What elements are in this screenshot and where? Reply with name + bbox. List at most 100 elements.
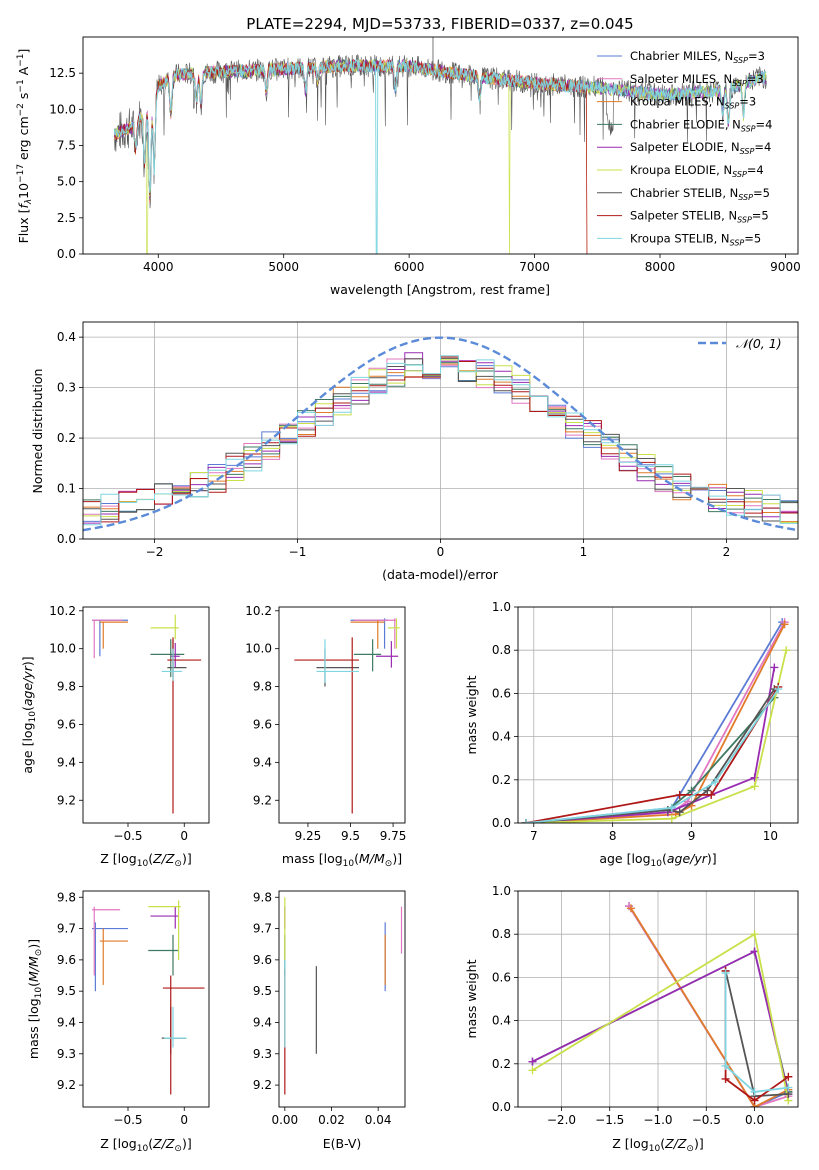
age-vs-mass-axes: 9.25 9.5 9.75 9.2 9.4 9.6 9.8 10.0 10.2 <box>245 604 406 843</box>
y-tick-label: 9.4 <box>57 1015 76 1029</box>
point-marker <box>721 1061 730 1070</box>
label-part: ] <box>16 49 31 54</box>
legend-label: Kroupa STELIB, NSSP=5 <box>630 231 761 247</box>
point-marker <box>675 790 684 799</box>
label-part: =5 <box>752 209 769 223</box>
label-part: ( <box>354 851 359 866</box>
y-tick-label: 0.4 <box>492 1014 511 1028</box>
label-part: 10 <box>16 183 31 199</box>
y-tick-label: 0.2 <box>492 1057 511 1071</box>
x-tick-label: 8 <box>609 829 617 843</box>
mass-vs-Z-ylabel: mass [log10(M/M⊙)] <box>26 939 44 1059</box>
spectrum-model-salpeter-stelib <box>114 59 588 254</box>
label-part: )] <box>20 656 35 666</box>
label-part: A <box>16 66 31 79</box>
legend-label: Salpeter MILES, NSSP=3 <box>630 72 764 88</box>
y-tick-label: 0.6 <box>492 686 511 700</box>
series-salpeter-stelib <box>525 686 780 823</box>
y-tick-label: 0.0 <box>57 532 76 546</box>
spectrum-data-line <box>114 53 767 209</box>
legend-label: Chabrier MILES, NSSP=3 <box>630 49 765 65</box>
x-tick-label: 7000 <box>519 260 550 274</box>
y-tick-label: 9.2 <box>57 793 76 807</box>
y-tick-label: 0.0 <box>57 247 76 261</box>
legend-label: Salpeter STELIB, NSSP=5 <box>630 209 769 225</box>
x-tick-label: 10 <box>763 829 778 843</box>
series-kroupa-stelib <box>724 973 789 1093</box>
label-part: M/M <box>359 851 385 866</box>
label-part: ( <box>662 851 667 866</box>
label-part: Z [log <box>612 1136 648 1151</box>
point-marker <box>711 777 720 786</box>
legend-label: Chabrier ELODIE, NSSP=4 <box>630 117 772 133</box>
x-tick-label: 0 <box>180 829 188 843</box>
label-part: −1 <box>16 53 26 66</box>
age-vs-Z-xlabel: Z [log10(Z/Z⊙)] <box>100 851 191 869</box>
x-tick-label: 6000 <box>394 260 425 274</box>
spectrum-model-kroupa-stelib <box>113 58 767 254</box>
x-tick-label: 1 <box>580 545 588 559</box>
point-marker <box>521 819 530 823</box>
point-marker <box>784 1083 793 1092</box>
weight-vs-Z-xlabel: Z [log10(Z/Z⊙)] <box>612 1136 703 1154</box>
mass-vs-EBV-axes: 0.00 0.02 0.04 9.2 9.3 9.4 9.5 9.6 9.7 9.8 <box>253 890 406 1127</box>
x-tick-label: 7 <box>530 829 538 843</box>
y-tick-label: 0.8 <box>492 643 511 657</box>
label-part: ⊙ <box>34 949 44 957</box>
label-part: SSP <box>725 102 740 111</box>
weight-vs-Z-frame: −2.0 −1.5 −1.0 −0.5 0.0 0.0 0.2 0.4 0.6 0.8 1.0 <box>492 884 799 1127</box>
x-tick-label: 9000 <box>770 260 801 274</box>
axes-border <box>82 606 210 824</box>
point-marker <box>687 786 696 795</box>
point-marker <box>750 930 759 939</box>
spectrum-axes: 4000 5000 6000 7000 8000 9000 0.0 2.5 5.0 7.5 10.0… <box>49 36 801 274</box>
y-tick-label: 0.8 <box>492 927 511 941</box>
label-part: 10 <box>34 987 44 999</box>
label-part: SSP <box>732 79 747 88</box>
label-part: =4 <box>756 117 773 131</box>
point-marker <box>528 1066 537 1075</box>
label-part: Z [log <box>100 851 136 866</box>
x-tick-label: 0.02 <box>318 1113 345 1127</box>
series-chabrier-miles <box>525 621 783 823</box>
residuals-ylabel: Normed distribution <box>30 369 45 494</box>
label-part: λ <box>24 199 34 205</box>
weight-vs-age-frame: 7 8 9 10 0.0 0.2 0.4 0.6 0.8 1.0 <box>492 600 799 843</box>
label-part: 10 <box>137 1144 149 1154</box>
y-tick-label: 9.6 <box>57 717 76 731</box>
label-part: )] <box>26 939 41 949</box>
axes-border <box>82 890 210 1108</box>
label-part: 10 <box>649 1144 661 1154</box>
y-tick-label: 0.0 <box>492 816 511 830</box>
label-part: 10 <box>651 859 663 869</box>
point-marker <box>703 786 712 795</box>
series-kroupa-stelib <box>525 688 780 823</box>
residuals-frame: −2 −1 0 1 2 0.0 0.1 0.2 0.3 0.4 𝒩(0, 1) <box>57 321 799 559</box>
spectrum-ylabel: Flux [fλ10−17 erg cm−2 s−1 A−1] <box>16 49 34 244</box>
axes-border <box>278 606 406 824</box>
x-tick-label: −0.5 <box>113 1113 142 1127</box>
series-chabrier-stelib <box>724 970 789 1098</box>
series-kroupa-miles <box>525 623 786 823</box>
y-tick-label: 1.0 <box>492 884 511 898</box>
label-part: Z/Z <box>152 1136 175 1151</box>
label-part: SSP <box>737 216 752 225</box>
point-marker <box>721 969 730 978</box>
point-marker <box>782 646 791 655</box>
label-part: Flux [ <box>16 209 31 244</box>
point-marker <box>750 782 759 791</box>
label-part: =3 <box>747 72 764 86</box>
label-part: )] <box>182 851 192 866</box>
axes-border <box>278 890 406 1108</box>
point-marker <box>774 685 783 694</box>
label-part: Chabrier MILES, N <box>630 49 733 63</box>
x-tick-label: 2 <box>723 545 731 559</box>
series-salpeter-miles <box>628 905 789 1107</box>
label-part: )] <box>694 1136 704 1151</box>
y-tick-label: 0.6 <box>492 970 511 984</box>
y-tick-label: 0.2 <box>57 431 76 445</box>
gaussian-reference-curve <box>83 336 798 532</box>
label-part: ⊙ <box>174 859 182 869</box>
point-marker <box>780 620 789 629</box>
x-tick-label: 5000 <box>268 260 299 274</box>
